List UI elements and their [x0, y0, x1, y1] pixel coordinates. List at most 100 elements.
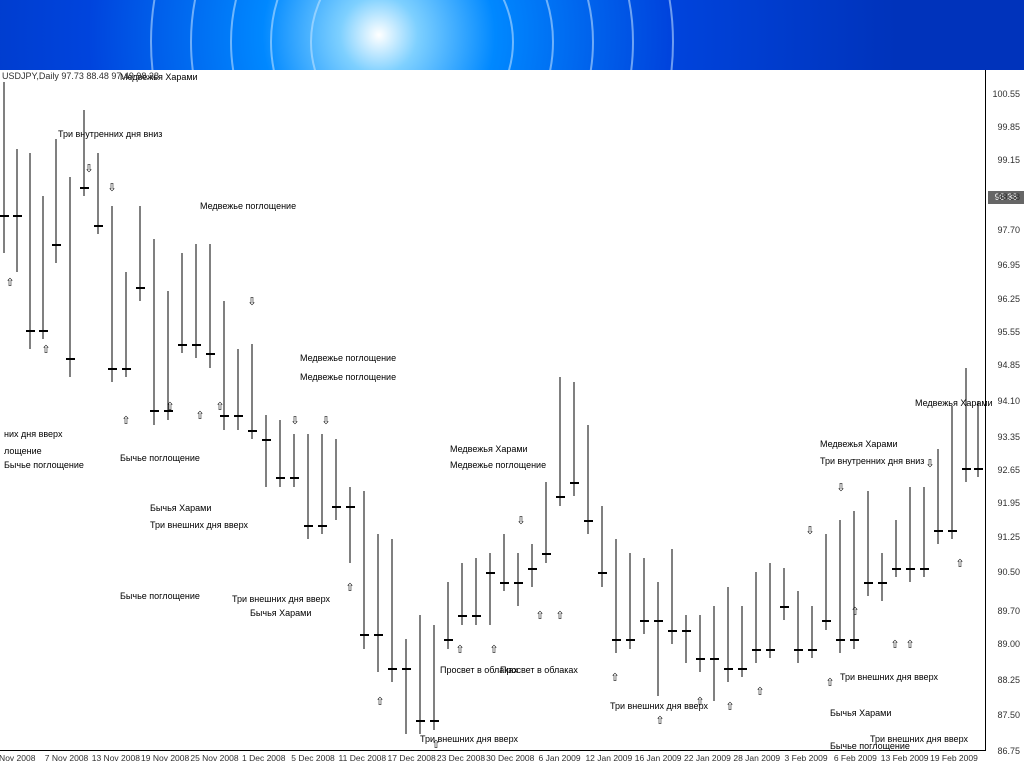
arrow-down-icon: ⇩	[247, 295, 256, 308]
date-tick: 7 Nov 2008	[45, 753, 88, 763]
candle[interactable]	[66, 177, 75, 377]
arrow-up-icon: ⇧	[375, 695, 384, 708]
candle[interactable]	[570, 382, 579, 496]
candle[interactable]	[332, 439, 341, 520]
date-tick: 13 Feb 2009	[881, 753, 929, 763]
arrow-up-icon: ⇧	[850, 605, 859, 618]
candle[interactable]	[80, 110, 89, 196]
candle[interactable]	[626, 553, 635, 648]
candle[interactable]	[598, 506, 607, 587]
price-tick: 94.10	[997, 396, 1020, 406]
candle[interactable]	[430, 625, 439, 730]
candle[interactable]	[472, 558, 481, 625]
candle[interactable]	[514, 553, 523, 605]
candle[interactable]	[808, 606, 817, 658]
candle[interactable]	[612, 539, 621, 653]
candle[interactable]	[528, 544, 537, 587]
price-tick: 96.95	[997, 260, 1020, 270]
candle[interactable]	[920, 487, 929, 577]
pattern-annotation: Три внешних дня вверх	[150, 520, 248, 530]
candle[interactable]	[192, 244, 201, 358]
candle[interactable]	[654, 582, 663, 696]
candle[interactable]	[584, 425, 593, 535]
arrow-up-icon: ⇧	[695, 695, 704, 708]
price-tick: 88.25	[997, 675, 1020, 685]
date-tick: 19 Feb 2009	[930, 753, 978, 763]
pattern-annotation: Бычье поглощение	[4, 460, 84, 470]
candle[interactable]	[864, 491, 873, 596]
candle[interactable]	[696, 615, 705, 672]
candle[interactable]	[346, 487, 355, 563]
candle[interactable]	[556, 377, 565, 506]
arrow-down-icon: ⇩	[805, 524, 814, 537]
price-tick: 97.70	[997, 225, 1020, 235]
candle[interactable]	[26, 153, 35, 348]
date-tick: 5 Dec 2008	[291, 753, 334, 763]
candle[interactable]	[500, 534, 509, 591]
pattern-annotation: Бычья Харами	[250, 608, 311, 618]
candle[interactable]	[234, 349, 243, 430]
candle[interactable]	[13, 149, 22, 273]
candle[interactable]	[402, 639, 411, 734]
candle[interactable]	[39, 196, 48, 339]
arrow-up-icon: ⇧	[5, 276, 14, 289]
candle[interactable]	[0, 82, 9, 253]
candle[interactable]	[276, 420, 285, 487]
candle[interactable]	[850, 511, 859, 649]
candle[interactable]	[724, 587, 733, 682]
candle[interactable]	[974, 401, 983, 477]
pattern-annotation: Три внешних дня вверх	[232, 594, 330, 604]
pattern-annotation: Медвежье поглощение	[450, 460, 546, 470]
candle[interactable]	[360, 491, 369, 648]
candle[interactable]	[290, 434, 299, 486]
candle[interactable]	[486, 553, 495, 624]
candle[interactable]	[682, 615, 691, 663]
candle[interactable]	[892, 520, 901, 577]
candle[interactable]	[710, 606, 719, 701]
arrow-down-icon: ⇩	[925, 457, 934, 470]
candle[interactable]	[206, 244, 215, 368]
candle[interactable]	[934, 449, 943, 544]
candle[interactable]	[150, 239, 159, 425]
candle[interactable]	[108, 206, 117, 382]
candle[interactable]	[822, 534, 831, 629]
candle[interactable]	[248, 344, 257, 439]
pattern-annotation: Бычье поглощение	[120, 591, 200, 601]
arrow-up-icon: ⇧	[655, 714, 664, 727]
candle[interactable]	[178, 253, 187, 353]
candle[interactable]	[94, 153, 103, 234]
candle[interactable]	[906, 487, 915, 582]
candle[interactable]	[668, 549, 677, 644]
candle[interactable]	[318, 434, 327, 534]
date-tick: 17 Dec 2008	[388, 753, 436, 763]
candle[interactable]	[640, 558, 649, 634]
candle[interactable]	[122, 272, 131, 377]
candle[interactable]	[136, 206, 145, 301]
candle[interactable]	[766, 563, 775, 658]
candle[interactable]	[304, 434, 313, 539]
candle[interactable]	[458, 563, 467, 625]
candlestick-chart[interactable]: Медвежья ХарамиТри внутренних дня внизМе…	[0, 70, 986, 751]
date-tick: 12 Jan 2009	[585, 753, 632, 763]
candle[interactable]	[52, 139, 61, 263]
candle[interactable]	[962, 368, 971, 482]
candle[interactable]	[948, 406, 957, 539]
candle[interactable]	[878, 553, 887, 601]
candle[interactable]	[752, 572, 761, 662]
arrow-up-icon: ⇧	[825, 676, 834, 689]
candle[interactable]	[262, 415, 271, 486]
candle[interactable]	[836, 520, 845, 653]
candle[interactable]	[388, 539, 397, 682]
candle[interactable]	[542, 482, 551, 563]
candle[interactable]	[738, 606, 747, 677]
candle[interactable]	[780, 568, 789, 620]
candle[interactable]	[794, 591, 803, 662]
arrow-down-icon: ⇩	[107, 181, 116, 194]
candle[interactable]	[416, 615, 425, 734]
candle[interactable]	[444, 582, 453, 649]
arrow-up-icon: ⇧	[555, 609, 564, 622]
date-tick: 6 Jan 2009	[539, 753, 581, 763]
price-tick: 93.35	[997, 432, 1020, 442]
arrow-up-icon: ⇧	[905, 638, 914, 651]
candle[interactable]	[374, 534, 383, 672]
